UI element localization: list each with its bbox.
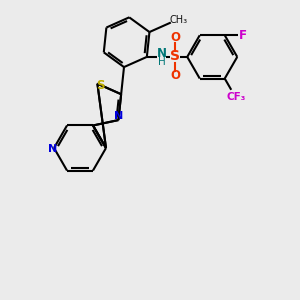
Text: S: S: [96, 79, 105, 92]
Text: CH₃: CH₃: [169, 16, 187, 26]
Text: H: H: [158, 57, 166, 67]
Text: N: N: [157, 47, 167, 60]
Text: S: S: [170, 49, 180, 63]
Text: O: O: [170, 69, 180, 82]
Text: N: N: [48, 144, 58, 154]
Text: O: O: [170, 32, 180, 44]
Text: F: F: [239, 29, 247, 42]
Text: N: N: [114, 111, 123, 121]
Text: CF₃: CF₃: [227, 92, 246, 102]
